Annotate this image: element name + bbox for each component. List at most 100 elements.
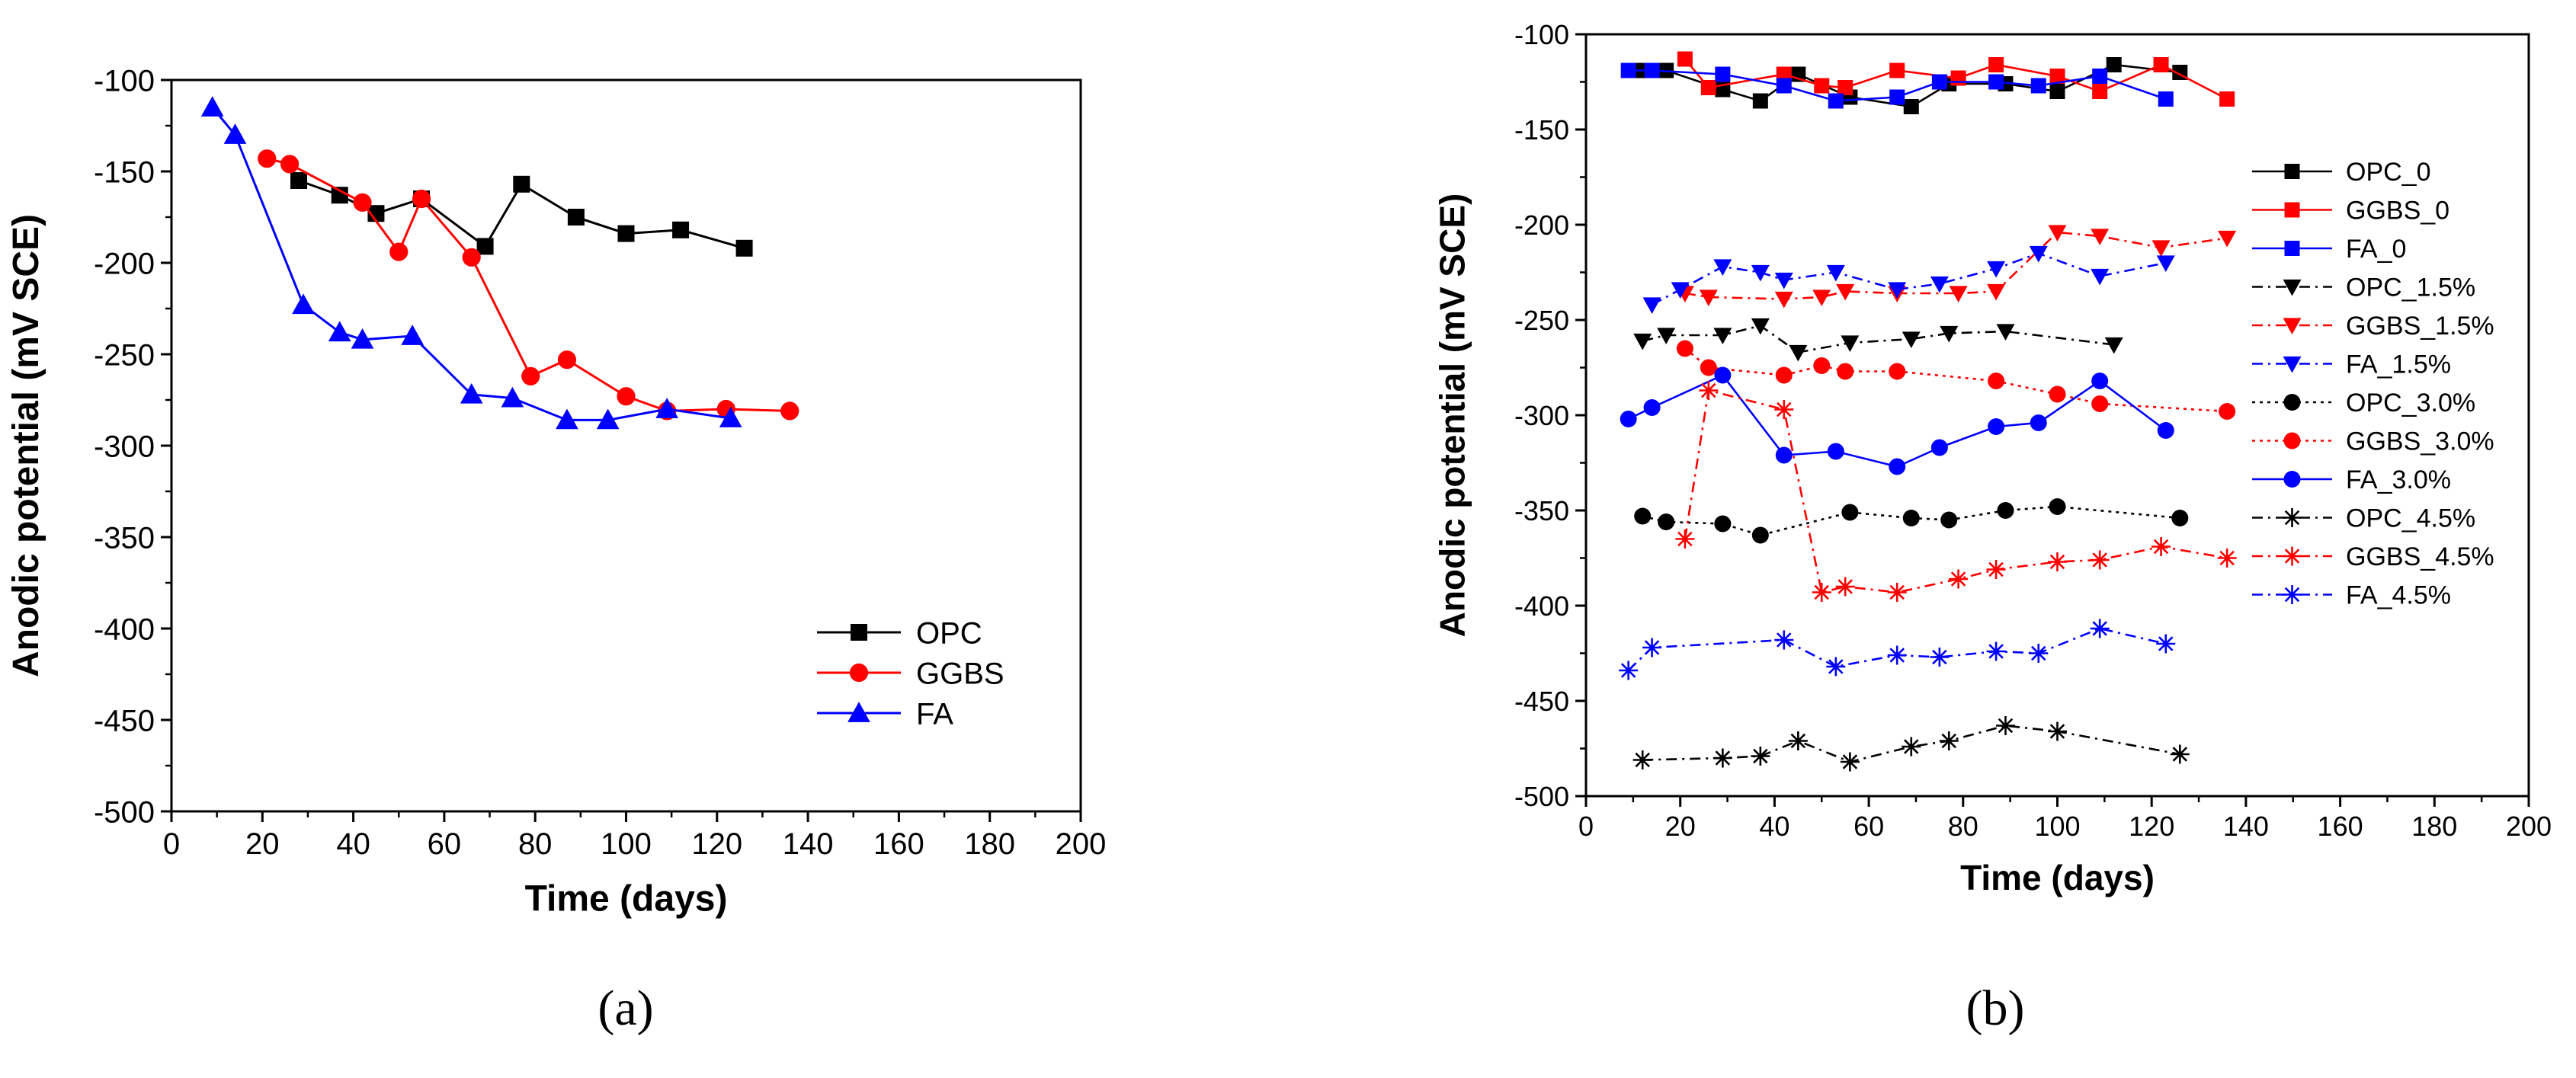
data-point-opc-1-5 [1996,324,2015,341]
data-point-ggbs-4-5 [2090,550,2110,570]
data-point-fa-0 [1828,93,1844,109]
series-line-ggbs-3-0 [1684,347,2228,413]
data-point-fa-3-0 [1988,418,2005,435]
data-point-fa [328,321,351,342]
data-point-fa [351,328,374,349]
y-tick-label: -350 [1514,495,1569,526]
data-point-opc [513,175,530,193]
legend-label-opc-1-5: OPC_1.5% [2346,273,2475,302]
data-point-opc-4-5 [1902,737,1921,757]
series-line-ggbs-1-5 [1684,231,2228,300]
data-point-opc [367,205,385,222]
data-point-ggbs-4-5 [1887,583,1907,602]
data-point-ggbs-3-0 [1813,357,1831,374]
data-point-fa [460,382,483,404]
x-tick-label: 80 [1948,811,1978,842]
data-point-fa [401,325,424,345]
data-point-fa-1-5 [1930,276,1949,293]
data-point-fa-4-5 [1826,657,1846,677]
data-point-opc-0 [2049,84,2065,99]
data-point-opc-4-5 [2170,744,2190,764]
data-point-opc-4-5 [1939,731,1959,750]
x-tick-label: 20 [1665,811,1696,842]
data-point-opc [672,221,690,238]
data-point-opc-4-5 [2048,721,2067,741]
legend-marker-fa [847,702,870,722]
data-point-opc-0 [1903,99,1919,114]
legend-label-fa-0: FA_0 [2346,235,2406,264]
legend-marker-fa-0 [2284,241,2300,256]
data-point-ggbs-3-0 [2049,385,2066,403]
y-tick-label: -400 [94,613,155,646]
data-point-ggbs [617,387,636,406]
data-point-opc-1-5 [1657,328,1676,344]
legend-label-ggbs-1-5: GGBS_1.5% [2346,312,2494,341]
legend-label-ggbs-0: GGBS_0 [2346,197,2449,226]
series-opc [290,172,753,257]
data-point-fa-0 [1889,89,1905,105]
data-point-ggbs-0 [2219,91,2235,107]
data-point-opc-4-5 [1840,752,1860,772]
series-line-opc-1-5 [1642,325,2114,353]
data-point-opc-1-5 [1841,335,1860,352]
data-point-ggbs-3-0 [1775,366,1793,384]
data-point-opc-1-5 [1633,333,1652,350]
data-point-ggbs-0 [2092,84,2108,99]
series-opc-1-5 [1633,318,2123,362]
x-tick-label: 180 [2411,811,2457,842]
y-tick-label: -400 [1514,590,1569,622]
y-tick-label: -450 [1514,686,1569,717]
series-ggbs-3-0 [1676,340,2236,420]
series-ggbs-0 [1677,51,2235,107]
data-point-fa-4-5 [1619,661,1639,680]
data-point-fa [501,386,524,408]
x-tick-label: 200 [2506,811,2552,842]
data-point-opc-0 [2106,57,2122,72]
y-tick-label: -450 [94,704,155,737]
y-axis: -500 -450 -400 -350 -300 -250 -200 -150 -100 [94,64,171,829]
x-tick-label: 180 [964,827,1015,861]
legend-label-fa: FA [916,697,953,731]
data-point-fa-3-0 [2157,422,2174,439]
series-line-ggbs-4-5 [1684,389,2228,594]
x-axis: 0 20 40 60 80 100 120 140 160 180 200 [163,811,1106,861]
data-point-opc-3-0 [1940,511,1958,529]
data-point-fa-4-5 [1986,641,2006,661]
data-point-opc-1-5 [1902,331,1921,348]
legend-label-ggbs: GGBS [916,657,1004,690]
legend-label-ggbs-3-0: GGBS_3.0% [2346,427,2494,456]
legend-label-ggbs-4-5: GGBS_4.5% [2346,542,2494,571]
data-point-ggbs-1-5 [1812,289,1831,306]
data-point-ggbs-1-5 [1774,291,1793,309]
y-tick-label: -150 [94,155,155,189]
data-point-fa-0 [1620,62,1636,78]
legend-marker-ggbs-3-0 [2283,432,2301,449]
y-tick-label: -150 [1514,114,1569,146]
data-point-fa-0 [2092,69,2108,84]
data-point-ggbs-3-0 [1889,363,1906,380]
data-point-ggbs-1-5 [2091,229,2110,245]
data-point-ggbs-4-5 [1699,381,1719,400]
x-tick-label: 0 [163,827,180,861]
data-point-ggbs-0 [1700,80,1716,95]
data-point-fa-3-0 [1889,458,1906,475]
x-axis-title: Time (days) [525,878,728,919]
x-axis-title: Time (days) [1960,858,2155,897]
x-tick-label: 160 [2318,811,2363,842]
data-point-ggbs-0 [1814,78,1830,94]
data-point-ggbs-3-0 [2219,403,2236,420]
data-point-opc-4-5 [1632,750,1652,769]
x-tick-label: 0 [1578,811,1594,842]
series-opc-3-0 [1634,498,2189,544]
data-point-ggbs-3-0 [1676,340,1693,357]
legend-label-fa-4-5: FA_4.5% [2346,581,2451,610]
legend-label-opc-3-0: OPC_3.0% [2346,389,2475,417]
data-point-ggbs-0 [1988,57,2004,72]
data-point-fa-3-0 [1643,399,1661,416]
data-point-ggbs [389,242,409,261]
data-point-fa-3-0 [2030,414,2047,431]
panel-label: (b) [1966,980,2025,1036]
data-point-ggbs [412,189,431,209]
x-tick-label: 120 [691,827,742,861]
y-axis-title: Anodic potential (mV SCE) [6,214,46,677]
